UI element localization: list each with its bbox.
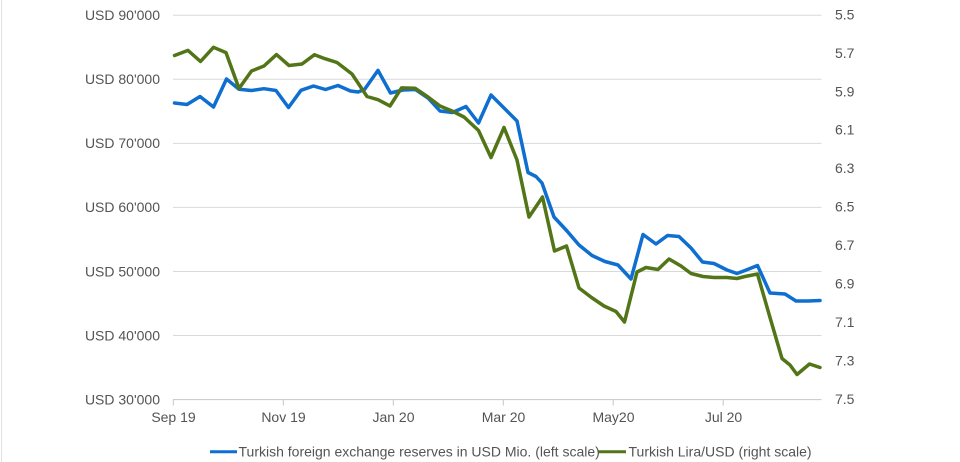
svg-text:7.3: 7.3 [835, 352, 855, 368]
svg-text:May20: May20 [592, 409, 634, 425]
svg-text:USD 50'000: USD 50'000 [85, 263, 160, 279]
svg-text:Jan 20: Jan 20 [372, 409, 414, 425]
svg-text:Turkish Lira/USD (right scale): Turkish Lira/USD (right scale) [629, 444, 812, 460]
svg-text:6.5: 6.5 [835, 199, 855, 215]
svg-text:USD 90'000: USD 90'000 [85, 7, 160, 23]
svg-text:6.7: 6.7 [835, 237, 855, 253]
svg-text:5.7: 5.7 [835, 45, 855, 61]
svg-text:Sep 19: Sep 19 [151, 409, 196, 425]
svg-text:6.3: 6.3 [835, 160, 855, 176]
svg-text:5.5: 5.5 [835, 6, 855, 22]
svg-text:USD 30'000: USD 30'000 [85, 391, 160, 407]
svg-text:USD 40'000: USD 40'000 [85, 327, 160, 343]
svg-text:Mar 20: Mar 20 [482, 409, 526, 425]
svg-text:USD 60'000: USD 60'000 [85, 199, 160, 215]
svg-text:6.9: 6.9 [835, 276, 855, 292]
svg-text:6.1: 6.1 [835, 122, 855, 138]
svg-text:Nov 19: Nov 19 [261, 409, 306, 425]
svg-text:7.1: 7.1 [835, 314, 855, 330]
svg-text:7.5: 7.5 [835, 391, 855, 407]
svg-text:Jul 20: Jul 20 [705, 409, 743, 425]
svg-text:USD 70'000: USD 70'000 [85, 135, 160, 151]
svg-text:USD 80'000: USD 80'000 [85, 71, 160, 87]
svg-text:5.9: 5.9 [835, 83, 855, 99]
svg-text:Turkish foreign exchange reser: Turkish foreign exchange reserves in USD… [239, 444, 600, 460]
